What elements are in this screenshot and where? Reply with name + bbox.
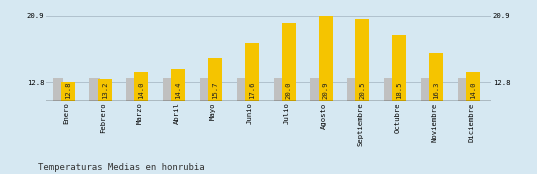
- Bar: [347, 78, 358, 101]
- Text: 20.0: 20.0: [286, 81, 292, 99]
- Text: 20.5: 20.5: [359, 81, 366, 99]
- Bar: [384, 78, 395, 101]
- Bar: [458, 78, 468, 101]
- Bar: [171, 69, 185, 101]
- Bar: [208, 58, 222, 101]
- Text: 18.5: 18.5: [396, 81, 402, 99]
- Bar: [98, 79, 112, 101]
- Bar: [429, 53, 443, 101]
- Bar: [355, 19, 369, 101]
- Text: 14.0: 14.0: [139, 81, 144, 99]
- Bar: [90, 78, 100, 101]
- Text: 13.2: 13.2: [101, 81, 107, 99]
- Text: 14.0: 14.0: [470, 81, 476, 99]
- Bar: [134, 72, 148, 101]
- Bar: [392, 35, 407, 101]
- Text: 16.3: 16.3: [433, 81, 439, 99]
- Bar: [421, 78, 431, 101]
- Bar: [126, 78, 136, 101]
- Bar: [61, 82, 75, 101]
- Bar: [282, 23, 296, 101]
- Text: Temperaturas Medias en honrubia: Temperaturas Medias en honrubia: [38, 163, 204, 172]
- Text: 12.8: 12.8: [65, 81, 71, 99]
- Text: 14.4: 14.4: [175, 81, 182, 99]
- Bar: [163, 78, 173, 101]
- Bar: [237, 78, 247, 101]
- Bar: [53, 78, 63, 101]
- Bar: [245, 43, 259, 101]
- Text: 20.9: 20.9: [323, 81, 329, 99]
- Bar: [274, 78, 284, 101]
- Bar: [318, 16, 332, 101]
- Text: 15.7: 15.7: [212, 81, 218, 99]
- Bar: [200, 78, 211, 101]
- Text: 17.6: 17.6: [249, 81, 255, 99]
- Bar: [310, 78, 321, 101]
- Bar: [466, 72, 480, 101]
